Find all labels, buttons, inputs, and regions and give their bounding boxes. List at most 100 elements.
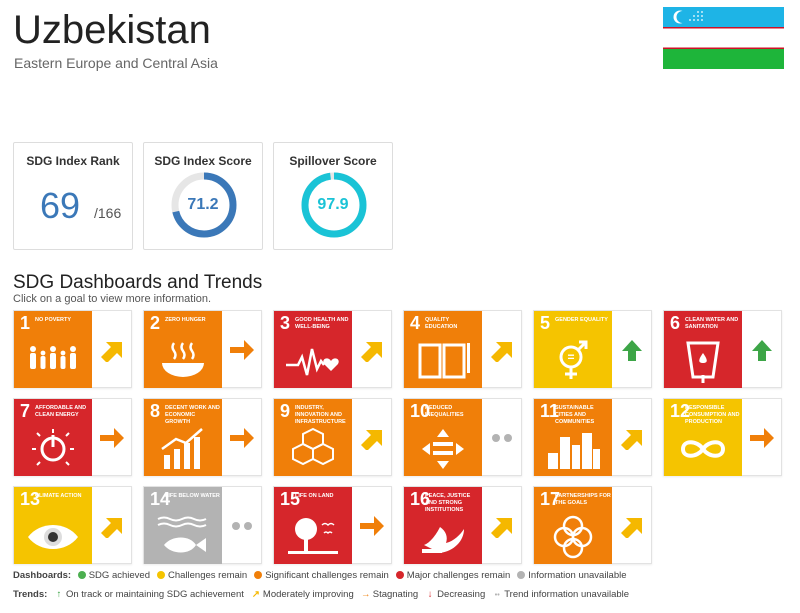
legend-item-label: Decreasing (437, 589, 486, 600)
people-icon (30, 346, 76, 369)
trend-arrow-icon: → (360, 589, 371, 600)
status-dot-icon (156, 571, 165, 579)
goal-tile: 3 Good health and well-being (274, 311, 352, 388)
goal-number: 2 (150, 313, 161, 333)
goal-name: Zero hunger (165, 317, 206, 323)
goal-number: 7 (20, 401, 31, 421)
goal-card-6[interactable]: 6 Clean water and sanitation (663, 310, 782, 388)
score-value: 71.2 (187, 196, 219, 213)
section-title: SDG Dashboards and Trends (13, 272, 263, 293)
goal-number: 13 (20, 489, 41, 509)
goal-card-11[interactable]: 11 Sustainable cities and communities (533, 398, 652, 476)
goal-name: Clean water and sanitation (685, 317, 739, 330)
status-dot-icon (517, 571, 526, 579)
goal-name: Gender equality (555, 317, 608, 323)
legend-item-label: On track or maintaining SDG achievement (65, 589, 244, 600)
goal-number: 14 (150, 489, 171, 509)
trend-diagonal-arrow-icon (621, 518, 642, 538)
goal-card-4[interactable]: 4 Quality education (403, 310, 522, 388)
goal-card-15[interactable]: 15 Life on land (273, 486, 392, 564)
goal-tile: 15 Life on land (274, 487, 352, 564)
trend-diagonal-arrow-icon (361, 342, 382, 362)
trends-legend: Trends: ↑ On track or maintaining SDG ach… (13, 589, 636, 600)
legend-label: Dashboards: (13, 570, 72, 581)
goal-number: 8 (150, 401, 161, 421)
trend-diagonal-arrow-icon (101, 342, 122, 362)
score-donut (171, 172, 237, 238)
goal-card-14[interactable]: 14 Life below water (143, 486, 262, 564)
goal-number: 17 (540, 489, 561, 509)
legend-item-significant: Significant challenges remain (254, 570, 389, 581)
goal-card-17[interactable]: 17 Partnerships for the goals (533, 486, 652, 564)
bowl-icon (162, 342, 204, 377)
goal-card-16[interactable]: 16 Peace, justice and strong institution… (403, 486, 522, 564)
goal-card-12[interactable]: 12 Responsible consumption and productio… (663, 398, 782, 476)
rings-icon (553, 515, 593, 559)
goal-name: Life on land (295, 493, 334, 499)
legend-item-na: •• Trend information unavailable (492, 589, 629, 600)
goal-name: Industry, innovation and infrastructure (295, 405, 346, 425)
goal-card-3[interactable]: 3 Good health and well-being (273, 310, 392, 388)
legend-item-label: Major challenges remain (406, 570, 511, 581)
equal-icon (422, 429, 464, 469)
trend-right-arrow-icon (750, 428, 774, 448)
goal-number: 12 (670, 401, 691, 421)
goal-number: 3 (280, 313, 291, 333)
city-icon (548, 433, 600, 469)
spillover-donut (301, 172, 367, 238)
sdg-index-rank-card: SDG Index Rank 69 /166 (13, 142, 133, 250)
status-dot-icon (395, 571, 404, 579)
trend-right-arrow-icon (230, 428, 254, 448)
goal-tile: 17 Partnerships for the goals (534, 487, 612, 564)
goal-card-7[interactable]: 7 Affordable and clean energy (13, 398, 132, 476)
goal-number: 5 (540, 313, 551, 333)
trend-diagonal-arrow-icon (621, 430, 642, 450)
flag-icon (663, 7, 784, 69)
legend-label: Trends: (13, 589, 48, 600)
trend-arrow-icon: ↗ (251, 589, 260, 600)
legend-item-label: Challenges remain (167, 570, 248, 581)
legend-item-label: Information unavailable (528, 570, 627, 581)
goal-card-5[interactable]: 5 Gender equality = (533, 310, 652, 388)
goal-card-10[interactable]: 10 Reduced inequalities (403, 398, 522, 476)
goal-number: 4 (410, 313, 421, 333)
goal-card-8[interactable]: 8 Decent work and economic growth (143, 398, 262, 476)
goal-tile: 7 Affordable and clean energy (14, 399, 92, 476)
goal-tile: 5 Gender equality = (534, 311, 612, 388)
goal-name: Quality education (425, 317, 458, 330)
legend-item-label: SDG achieved (88, 570, 150, 581)
trend-up-arrow-icon (622, 340, 642, 361)
goal-tile: 11 Sustainable cities and communities (534, 399, 612, 476)
goal-name: No poverty (35, 317, 72, 323)
legend-item-label: Trend information unavailable (504, 589, 630, 600)
legend-item-stagnating: → Stagnating (361, 589, 418, 600)
goal-name: Climate action (35, 493, 82, 499)
dashboards-legend: Dashboards: SDG achieved Challenges remai… (13, 570, 634, 581)
goal-tile: 10 Reduced inequalities (404, 399, 482, 476)
cubes-icon (292, 427, 334, 466)
goal-card-9[interactable]: 9 Industry, innovation and infrastructur… (273, 398, 392, 476)
goal-name: Decent work and economic growth (165, 405, 220, 425)
goal-card-13[interactable]: 13 Climate action (13, 486, 132, 564)
legend-item-na: Information unavailable (517, 570, 627, 581)
legend-item-achieved: SDG achieved (77, 570, 150, 581)
trend-arrow-icon: •• (494, 592, 500, 599)
goal-tile: 13 Climate action (14, 487, 92, 564)
goal-name: Partnerships for the goals (555, 493, 611, 506)
goal-number: 9 (280, 401, 291, 421)
status-dot-icon (254, 571, 263, 579)
goal-tile: 1 No poverty (14, 311, 92, 388)
svg-text:=: = (567, 350, 574, 364)
card-title: SDG Index Rank (26, 154, 120, 168)
legend-item-label: Stagnating (372, 589, 419, 600)
goal-number: 11 (540, 401, 560, 421)
goal-card-2[interactable]: 2 Zero hunger (143, 310, 262, 388)
trend-right-arrow-icon (230, 340, 254, 360)
goal-number: 1 (20, 313, 31, 333)
legend-item-label: Significant challenges remain (265, 570, 389, 581)
goal-tile: 2 Zero hunger (144, 311, 222, 388)
goal-card-1[interactable]: 1 No poverty (13, 310, 132, 388)
fish-icon (157, 516, 207, 553)
legend-item-major: Major challenges remain (395, 570, 511, 581)
legend-item-decreasing: ↓ Decreasing (425, 589, 485, 600)
